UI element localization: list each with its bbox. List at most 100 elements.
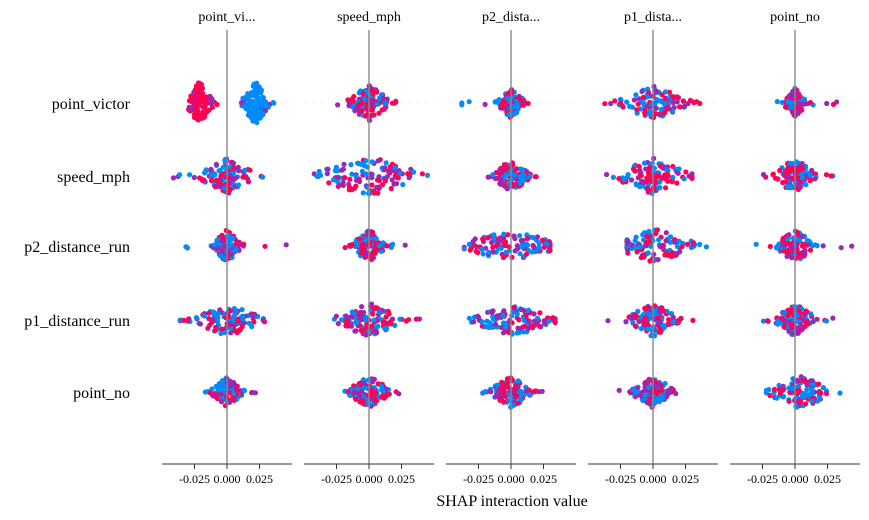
x-tick-label: 0.025 <box>246 472 273 486</box>
shap-outlier-point <box>760 172 767 178</box>
shap-point <box>363 251 369 257</box>
shap-point <box>810 381 816 388</box>
shap-outlier-point <box>262 243 268 249</box>
shap-point <box>661 110 668 116</box>
shap-point <box>218 391 224 397</box>
shap-point <box>669 179 675 185</box>
shap-point <box>218 172 224 178</box>
shap-point <box>501 399 507 405</box>
shap-outlier-point <box>490 244 496 250</box>
shap-point <box>514 311 520 317</box>
shap-point <box>351 383 357 389</box>
shap-point <box>369 301 375 307</box>
shap-point <box>525 326 531 332</box>
shap-point <box>536 241 542 247</box>
shap-point <box>230 235 236 241</box>
shap-point <box>794 377 800 383</box>
shap-point <box>651 83 657 90</box>
shap-point <box>513 99 519 105</box>
shap-outlier-point <box>335 102 341 108</box>
shap-point <box>260 94 266 101</box>
shap-point <box>820 385 827 391</box>
shap-point <box>640 397 646 403</box>
shap-point <box>400 182 406 188</box>
shap-point <box>347 176 353 182</box>
shap-point <box>602 101 608 107</box>
shap-outlier-point <box>249 390 255 396</box>
shap-point <box>789 255 795 261</box>
shap-point <box>480 236 486 242</box>
shap-point <box>363 317 369 323</box>
shap-point <box>689 175 695 181</box>
shap-point <box>369 323 375 329</box>
shap-point <box>785 312 792 319</box>
shap-point <box>666 89 673 95</box>
x-tick-label: 0.025 <box>388 472 415 486</box>
shap-point <box>208 178 215 184</box>
shap-point <box>215 245 222 251</box>
row-label: point_no <box>73 385 130 402</box>
shap-point <box>794 241 800 247</box>
shap-point <box>332 168 338 174</box>
shap-point <box>383 104 389 110</box>
shap-point <box>201 313 208 319</box>
shap-point <box>647 258 653 264</box>
shap-point <box>656 382 662 388</box>
shap-point <box>517 251 523 257</box>
shap-outlier-point <box>335 174 341 180</box>
shap-point <box>517 174 523 180</box>
shap-point <box>226 399 232 405</box>
shap-point <box>801 96 808 103</box>
shap-point <box>661 175 668 181</box>
shap-point <box>212 327 218 333</box>
shap-point <box>353 396 359 402</box>
shap-outlier-point <box>834 99 840 105</box>
shap-outlier-point <box>812 242 818 248</box>
shap-outlier-point <box>785 175 792 181</box>
shap-point <box>371 305 377 312</box>
shap-point <box>351 310 357 317</box>
shap-point <box>348 162 354 168</box>
shap-point <box>382 325 388 331</box>
shap-point <box>632 238 638 244</box>
shap-point <box>235 182 242 188</box>
shap-point <box>358 100 364 106</box>
shap-point <box>675 170 681 176</box>
shap-point <box>654 88 660 94</box>
shap-point <box>495 382 501 388</box>
shap-point <box>480 390 486 396</box>
shap-point <box>623 319 629 325</box>
shap-outlier-point <box>202 389 208 395</box>
shap-outlier-point <box>367 387 373 393</box>
shap-point <box>251 319 257 325</box>
shap-point <box>504 382 510 388</box>
shap-outlier-point <box>350 98 356 104</box>
shap-point <box>793 403 799 409</box>
shap-point <box>608 100 614 107</box>
shap-point <box>670 314 676 320</box>
shap-point <box>490 249 496 255</box>
shap-point <box>475 249 481 256</box>
shap-point <box>525 100 531 107</box>
shap-outlier-point <box>830 315 836 321</box>
shap-outlier-point <box>189 99 195 105</box>
shap-point <box>371 112 377 118</box>
shap-point <box>504 186 510 192</box>
shap-point <box>541 244 547 250</box>
shap-point <box>220 378 226 384</box>
shap-point <box>226 390 232 396</box>
shap-point <box>786 328 792 334</box>
shap-point <box>363 171 369 177</box>
shap-point <box>643 166 649 172</box>
shap-point <box>800 378 806 384</box>
shap-point <box>343 313 349 319</box>
shap-point <box>228 159 234 165</box>
shap-point <box>537 310 543 316</box>
shap-point <box>509 320 515 326</box>
shap-point <box>374 330 380 336</box>
shap-outlier-point <box>636 319 642 325</box>
shap-point <box>353 106 359 112</box>
shap-point <box>217 253 224 259</box>
shap-point <box>376 184 382 190</box>
shap-point <box>501 231 507 237</box>
